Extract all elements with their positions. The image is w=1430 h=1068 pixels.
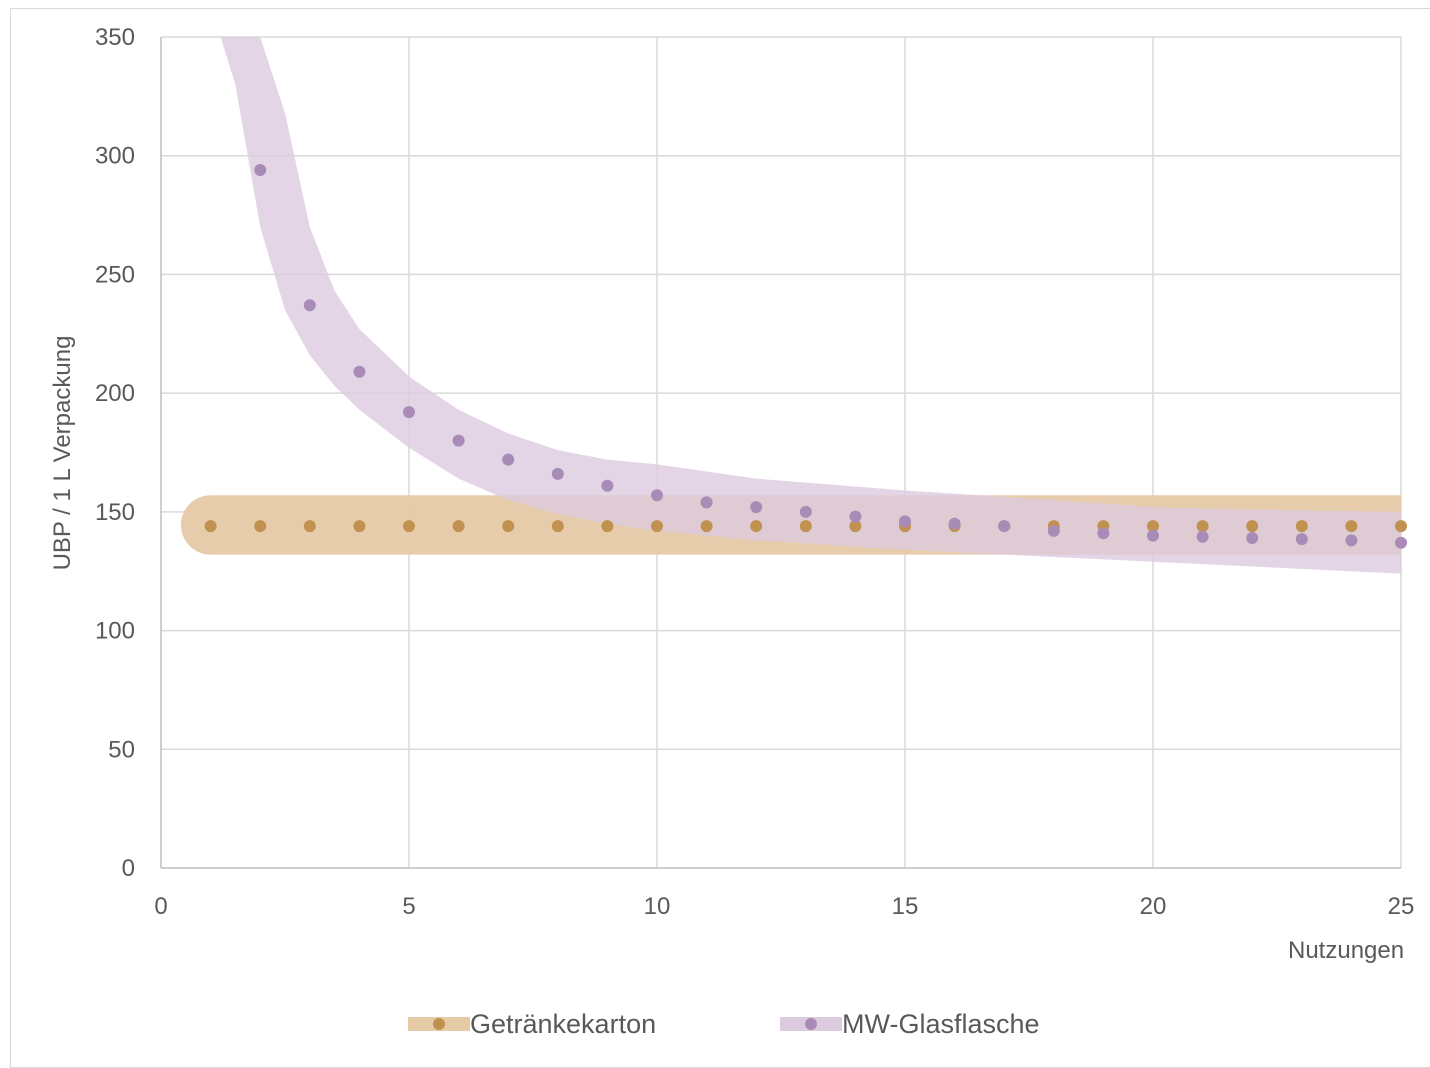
legend-item-mw-glasflasche: MW-Glasflasche [780, 1009, 1040, 1039]
y-tick-labels: 0 50 100 150 200 250 300 350 [95, 24, 135, 882]
point-mw-glasflasche [502, 453, 515, 466]
y-tick-label: 350 [95, 24, 135, 51]
point-mw-glasflasche [254, 163, 267, 176]
data-points [204, 163, 1407, 549]
y-tick-label: 50 [108, 736, 135, 763]
x-tick-label: 20 [1140, 893, 1167, 920]
point-getraenkekarton [452, 520, 465, 533]
y-tick-label: 300 [95, 143, 135, 170]
y-tick-label: 250 [95, 261, 135, 288]
point-mw-glasflasche [1395, 536, 1407, 549]
point-getraenkekarton [204, 520, 217, 533]
point-getraenkekarton [1147, 520, 1159, 533]
point-mw-glasflasche [403, 406, 415, 419]
point-getraenkekarton [601, 520, 614, 533]
point-getraenkekarton [303, 520, 316, 533]
point-mw-glasflasche [1246, 531, 1259, 544]
x-tick-label: 0 [154, 893, 167, 920]
series-bands [180, 37, 1402, 574]
legend: Getränkekarton MW-Glasflasche [408, 1009, 1040, 1039]
point-getraenkekarton [1246, 520, 1259, 533]
x-tick-label: 5 [402, 893, 415, 920]
point-mw-glasflasche [452, 434, 465, 447]
x-axis-title: Nutzungen [1288, 937, 1404, 964]
point-mw-glasflasche [799, 505, 812, 518]
point-mw-glasflasche [1196, 530, 1209, 543]
legend-marker-getraenkekarton [433, 1018, 445, 1030]
point-mw-glasflasche [948, 517, 961, 530]
y-tick-label: 0 [122, 855, 135, 882]
point-mw-glasflasche [700, 496, 713, 509]
point-mw-glasflasche [353, 365, 366, 378]
point-mw-glasflasche [750, 501, 763, 514]
legend-item-getraenkekarton: Getränkekarton [408, 1009, 656, 1039]
gridlines [160, 36, 1402, 869]
point-getraenkekarton [1345, 520, 1358, 533]
point-mw-glasflasche [1047, 524, 1060, 537]
point-mw-glasflasche [849, 510, 862, 523]
point-mw-glasflasche [551, 467, 564, 480]
point-getraenkekarton [849, 520, 862, 533]
point-mw-glasflasche [651, 489, 663, 502]
legend-marker-mw-glasflasche [805, 1018, 817, 1030]
legend-label-getraenkekarton: Getränkekarton [470, 1009, 656, 1039]
x-tick-label: 15 [892, 893, 919, 920]
point-mw-glasflasche [601, 479, 614, 492]
point-mw-glasflasche [1345, 534, 1358, 547]
y-tick-label: 150 [95, 499, 135, 526]
legend-label-mw-glasflasche: MW-Glasflasche [842, 1009, 1040, 1039]
point-mw-glasflasche [899, 515, 911, 528]
point-mw-glasflasche [1097, 527, 1110, 540]
point-getraenkekarton [502, 520, 515, 533]
point-getraenkekarton [1295, 520, 1308, 533]
x-tick-labels: 0 5 10 15 20 25 [154, 893, 1414, 920]
y-tick-label: 200 [95, 380, 135, 407]
point-getraenkekarton [403, 520, 415, 533]
point-getraenkekarton [750, 520, 763, 533]
point-getraenkekarton [254, 520, 267, 533]
point-mw-glasflasche [303, 299, 316, 312]
point-getraenkekarton [700, 520, 713, 533]
point-getraenkekarton [799, 520, 812, 533]
point-getraenkekarton [1196, 520, 1209, 533]
y-axis-title: UBP / 1 L Verpackung [49, 336, 76, 571]
point-getraenkekarton [1395, 520, 1407, 533]
x-tick-label: 25 [1388, 893, 1415, 920]
point-mw-glasflasche [1295, 533, 1308, 546]
point-getraenkekarton [353, 520, 366, 533]
point-getraenkekarton [551, 520, 564, 533]
band-mw-glasflasche [220, 37, 1401, 574]
point-mw-glasflasche [1147, 529, 1159, 542]
y-tick-label: 100 [95, 618, 135, 645]
point-getraenkekarton [651, 520, 663, 533]
point-mw-glasflasche [998, 520, 1011, 533]
x-tick-label: 10 [644, 893, 671, 920]
